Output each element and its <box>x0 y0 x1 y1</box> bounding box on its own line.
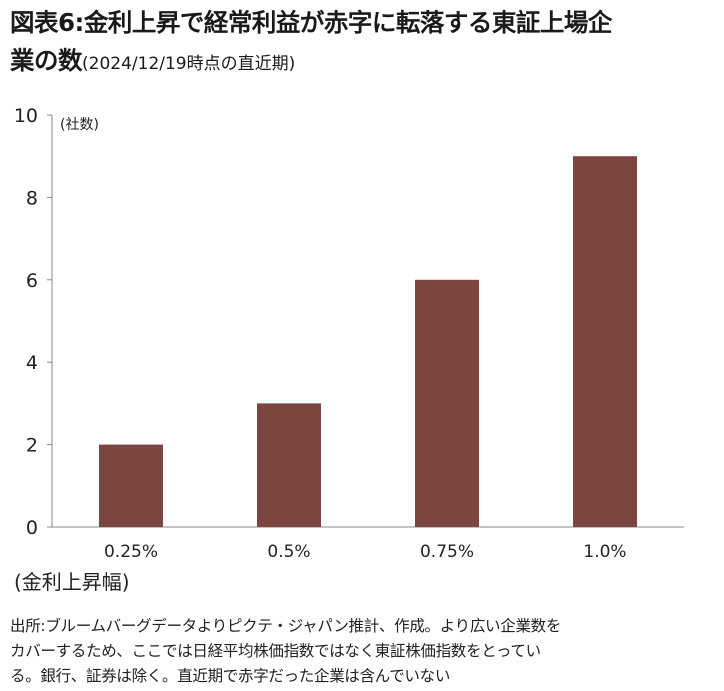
x-tick-label: 0.25% <box>104 542 158 562</box>
title-line-1: 図表6:金利上昇で経常利益が赤字に転落する東証上場企 <box>10 8 612 37</box>
bar-1.0% <box>573 156 637 527</box>
source-note: 出所:ブルームバーグデータよりピクテ・ジャパン推計、作成。より広い企業数を カバ… <box>10 614 716 689</box>
bar-0.25% <box>99 444 163 527</box>
title-line-2: 業の数(2024/12/19時点の直近期) <box>10 42 720 83</box>
x-axis-label: (金利上昇幅) <box>14 570 130 594</box>
y-tick-label: 6 <box>26 270 38 292</box>
x-tick-label: 1.0% <box>583 542 626 562</box>
y-tick-label: 4 <box>26 352 38 374</box>
chart-labels: 0 2 4 6 8 10 (社数) 0.25% 0.5% 0.75% 1.0% (金利上昇幅) <box>14 105 627 594</box>
note-line-2: カバーするため、ここでは日経平均株価指数ではなく東証株価指数をとってい <box>10 642 541 660</box>
y-tick-label: 8 <box>26 187 38 209</box>
bar-0.5% <box>257 403 321 527</box>
y-tick-label: 10 <box>14 105 38 127</box>
y-tick-label: 0 <box>26 517 38 539</box>
bar-chart: 0 2 4 6 8 10 (社数) 0.25% 0.5% 0.75% 1.0% (金利上昇幅) <box>14 105 684 594</box>
x-tick-label: 0.75% <box>420 542 474 562</box>
title-subtitle: (2024/12/19時点の直近期) <box>82 54 296 74</box>
chart-title: 図表6:金利上昇で経常利益が赤字に転落する東証上場企 業の数(2024/12/1… <box>10 4 720 83</box>
bar-0.75% <box>415 279 479 527</box>
note-line-3: る。銀行、証券は除く。直近期で赤字だった企業は含んでいない <box>10 667 451 685</box>
title-line-2-main: 業の数 <box>10 46 83 75</box>
y-tick-label: 2 <box>26 435 38 457</box>
note-line-1: 出所:ブルームバーグデータよりピクテ・ジャパン推計、作成。より広い企業数を <box>10 617 562 635</box>
x-tick-label: 0.5% <box>267 542 310 562</box>
chart-bars <box>99 156 637 527</box>
y-axis-label: (社数) <box>60 117 99 133</box>
